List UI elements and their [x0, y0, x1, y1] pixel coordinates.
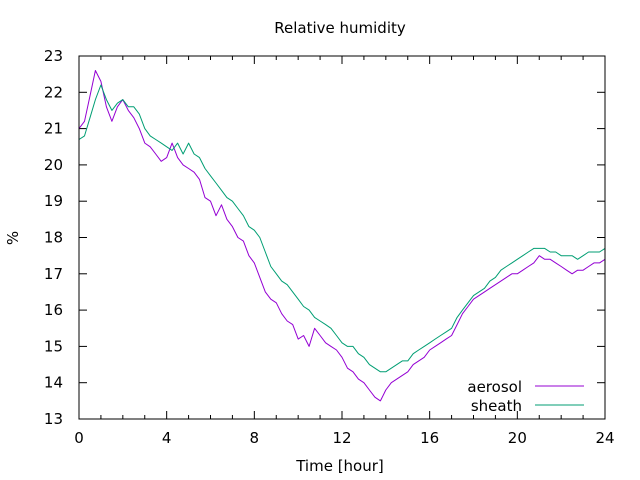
- series-layer: [78, 70, 606, 402]
- y-tick-label: 16: [44, 301, 63, 319]
- y-tick-label: 19: [44, 192, 63, 210]
- x-tick-label: 8: [250, 429, 260, 447]
- y-tick-label: 22: [44, 83, 63, 101]
- plot-frame: [78, 55, 606, 420]
- legend: aerosol sheath: [467, 378, 584, 415]
- x-tick-label: 16: [420, 429, 439, 447]
- series-line-aerosol: [78, 70, 606, 402]
- legend-label-sheath: sheath: [471, 397, 522, 415]
- x-tick-label: 12: [332, 429, 351, 447]
- x-axis-label: Time [hour]: [295, 457, 384, 475]
- chart-title: Relative humidity: [274, 19, 406, 37]
- x-tick-label: 0: [74, 429, 84, 447]
- y-tick-label: 13: [44, 410, 63, 428]
- y-tick-label: 18: [44, 229, 63, 247]
- legend-label-aerosol: aerosol: [467, 378, 522, 396]
- x-tick-label: 20: [508, 429, 527, 447]
- y-tick-label: 21: [44, 120, 63, 138]
- series-line-sheath: [78, 84, 606, 373]
- y-tick-label: 23: [44, 47, 63, 65]
- y-tick-label: 15: [44, 337, 63, 355]
- y-ticks: 13 14 15 16 17 18 19 20 21 22 23: [44, 47, 605, 428]
- x-tick-label: 4: [162, 429, 172, 447]
- x-ticks: 0 4 8 12 16 20 24: [74, 56, 615, 447]
- x-tick-label: 24: [595, 429, 614, 447]
- y-tick-label: 17: [44, 265, 63, 283]
- y-axis-label: %: [4, 231, 22, 245]
- y-tick-label: 20: [44, 156, 63, 174]
- y-tick-label: 14: [44, 374, 63, 392]
